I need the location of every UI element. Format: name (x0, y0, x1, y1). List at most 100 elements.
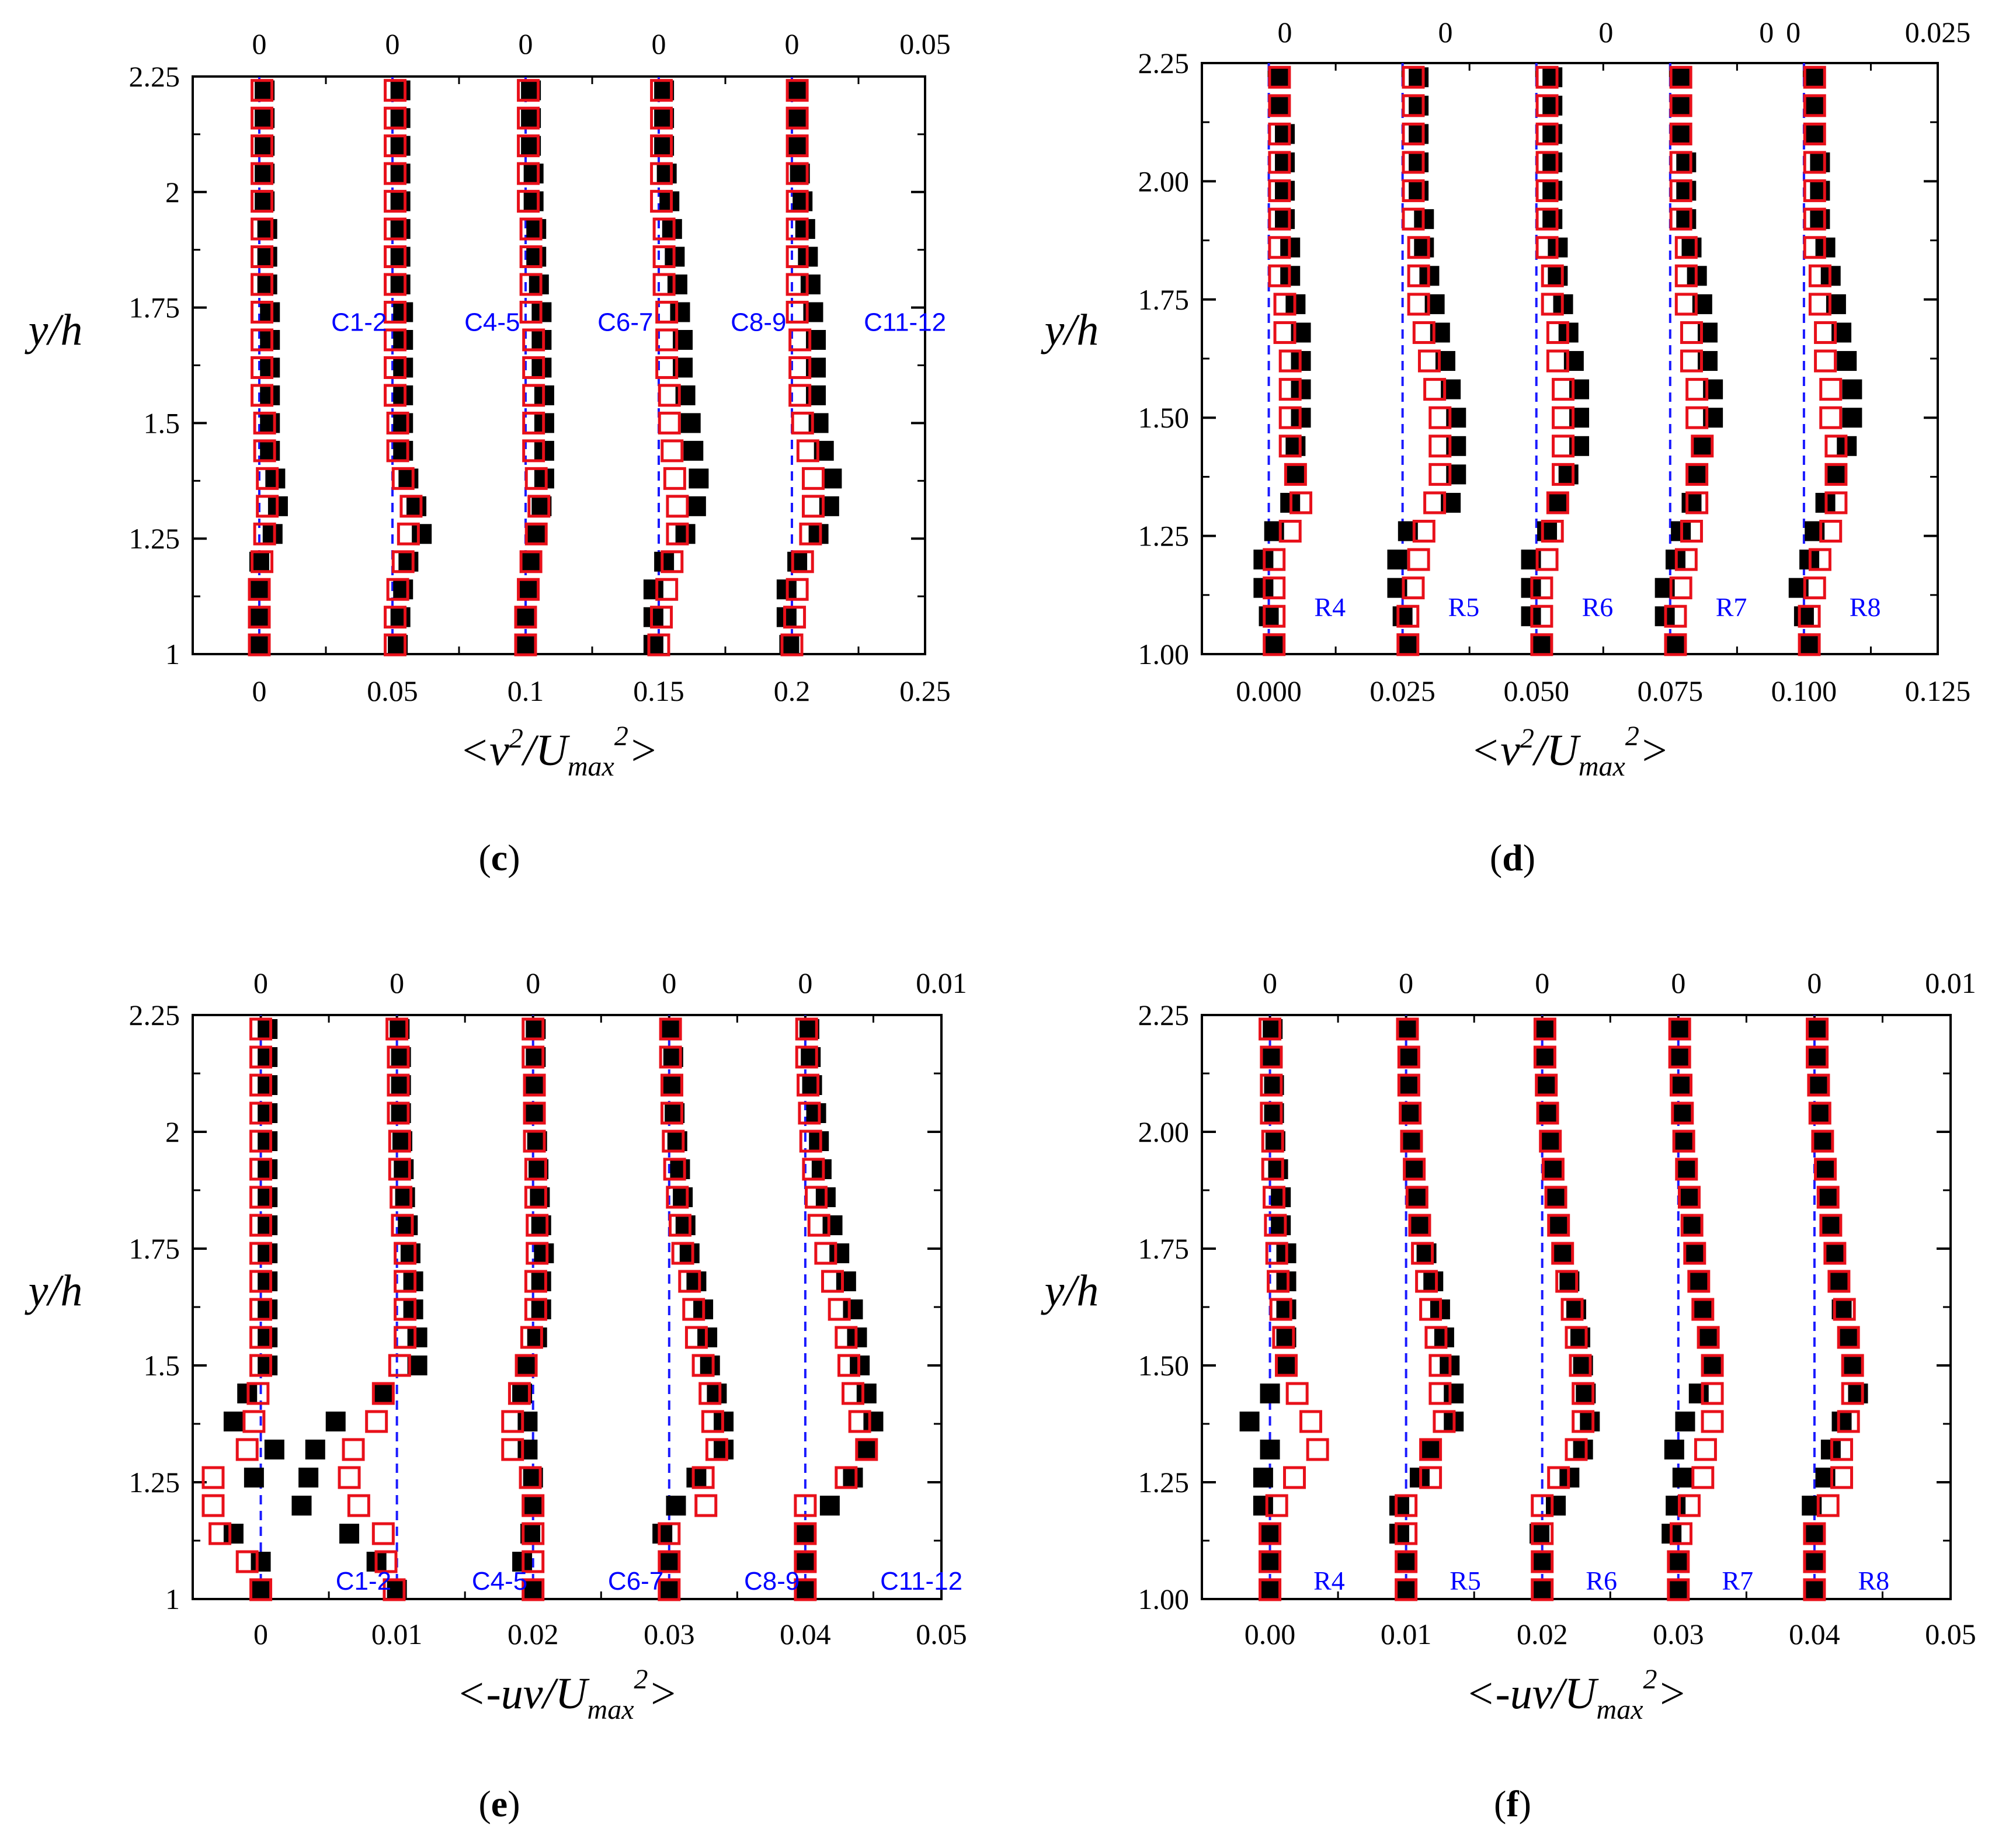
black-marker (523, 1580, 543, 1600)
black-marker (516, 607, 536, 627)
red-marker (248, 578, 271, 601)
black-marker (398, 551, 419, 572)
red-marker (805, 1186, 828, 1209)
red-marker (794, 1550, 817, 1573)
black-marker (1671, 124, 1691, 144)
black-marker (258, 1075, 278, 1095)
red-marker (1803, 179, 1826, 203)
top-tick-label: 0 (785, 27, 800, 60)
red-marker (1823, 1242, 1847, 1265)
black-marker (683, 440, 704, 461)
black-marker (526, 219, 547, 239)
red-marker (1672, 1129, 1695, 1153)
black-marker (390, 164, 411, 184)
black-marker (793, 191, 813, 211)
red-marker (1541, 293, 1564, 316)
station-label: C6-7 (608, 1567, 663, 1596)
black-marker (670, 302, 690, 322)
black-marker (1820, 1215, 1841, 1235)
x-tick-label: 0.100 (1771, 675, 1837, 707)
red-marker (661, 439, 684, 463)
black-marker (1558, 464, 1579, 485)
black-marker (686, 1271, 707, 1291)
red-marker (1412, 321, 1435, 344)
red-marker (1677, 1494, 1701, 1517)
black-marker (1400, 1075, 1420, 1095)
top-tick-label: 0 (1438, 16, 1452, 48)
black-marker (808, 524, 829, 544)
red-marker (1535, 65, 1559, 89)
black-marker (1671, 67, 1691, 88)
red-marker (1268, 65, 1291, 89)
black-marker (393, 357, 413, 378)
station-label: R4 (1313, 1566, 1345, 1596)
black-marker (843, 1468, 863, 1487)
black-marker (407, 1327, 427, 1347)
red-marker (384, 162, 407, 185)
black-marker (1276, 1356, 1297, 1375)
red-marker (527, 495, 551, 518)
red-marker (1531, 1522, 1554, 1545)
black-marker (1389, 1496, 1409, 1516)
red-marker (791, 550, 814, 574)
black-marker (258, 1243, 278, 1263)
x-tick-label: 0.00 (1245, 1618, 1296, 1650)
red-marker (658, 411, 681, 435)
red-marker (1669, 151, 1692, 174)
red-marker (1428, 435, 1452, 458)
black-marker (1260, 1552, 1280, 1572)
red-marker (526, 1214, 549, 1237)
red-marker (1402, 122, 1425, 145)
red-marker (658, 1522, 681, 1545)
black-marker (1269, 67, 1289, 88)
red-marker (1396, 1017, 1419, 1041)
black-marker (1409, 67, 1429, 88)
top-tick-label: 0 (798, 967, 812, 999)
red-marker (1539, 1129, 1562, 1153)
black-marker (1808, 1075, 1829, 1095)
black-marker (795, 1580, 815, 1600)
black-marker (1702, 1356, 1723, 1375)
black-marker (1285, 464, 1306, 485)
red-marker (1803, 65, 1826, 89)
red-marker (1552, 435, 1575, 458)
red-marker (1263, 604, 1286, 628)
red-marker (659, 1045, 682, 1069)
black-marker (523, 191, 544, 211)
y-tick-label: 1.25 (1138, 520, 1190, 552)
red-marker (1265, 1242, 1288, 1265)
red-marker (384, 106, 407, 130)
y-tick-label: 1.75 (1138, 1232, 1190, 1265)
station-label: C4-5 (464, 308, 520, 336)
black-marker (1260, 1580, 1280, 1600)
x-tick-label: 0.02 (1517, 1618, 1568, 1650)
red-marker (1841, 1354, 1864, 1377)
red-marker (1669, 1522, 1692, 1545)
red-marker (249, 1129, 273, 1153)
black-marker (856, 1384, 877, 1403)
black-marker (787, 108, 808, 128)
black-marker (257, 246, 277, 267)
red-marker (338, 1466, 361, 1489)
red-marker (701, 1410, 724, 1433)
x-tick-label: 0 (253, 1618, 268, 1650)
black-marker (390, 274, 411, 295)
panel-letter: (d) (1490, 837, 1535, 878)
station-label: C8-9 (744, 1567, 800, 1596)
black-marker (1538, 1103, 1558, 1123)
red-marker (1278, 520, 1302, 543)
black-marker (258, 1356, 278, 1375)
red-marker (1263, 1186, 1286, 1209)
black-marker (1681, 237, 1702, 258)
red-marker (1268, 264, 1291, 287)
x-tick-label: 0.01 (371, 1618, 423, 1650)
station-label: C4-5 (472, 1567, 527, 1596)
red-marker (248, 606, 271, 629)
black-marker (1804, 1580, 1824, 1600)
black-marker (1573, 1440, 1593, 1459)
red-marker (1263, 633, 1286, 656)
red-marker (394, 1270, 417, 1293)
black-marker (258, 1215, 278, 1235)
red-marker (1395, 1494, 1418, 1517)
red-marker (1278, 406, 1302, 429)
